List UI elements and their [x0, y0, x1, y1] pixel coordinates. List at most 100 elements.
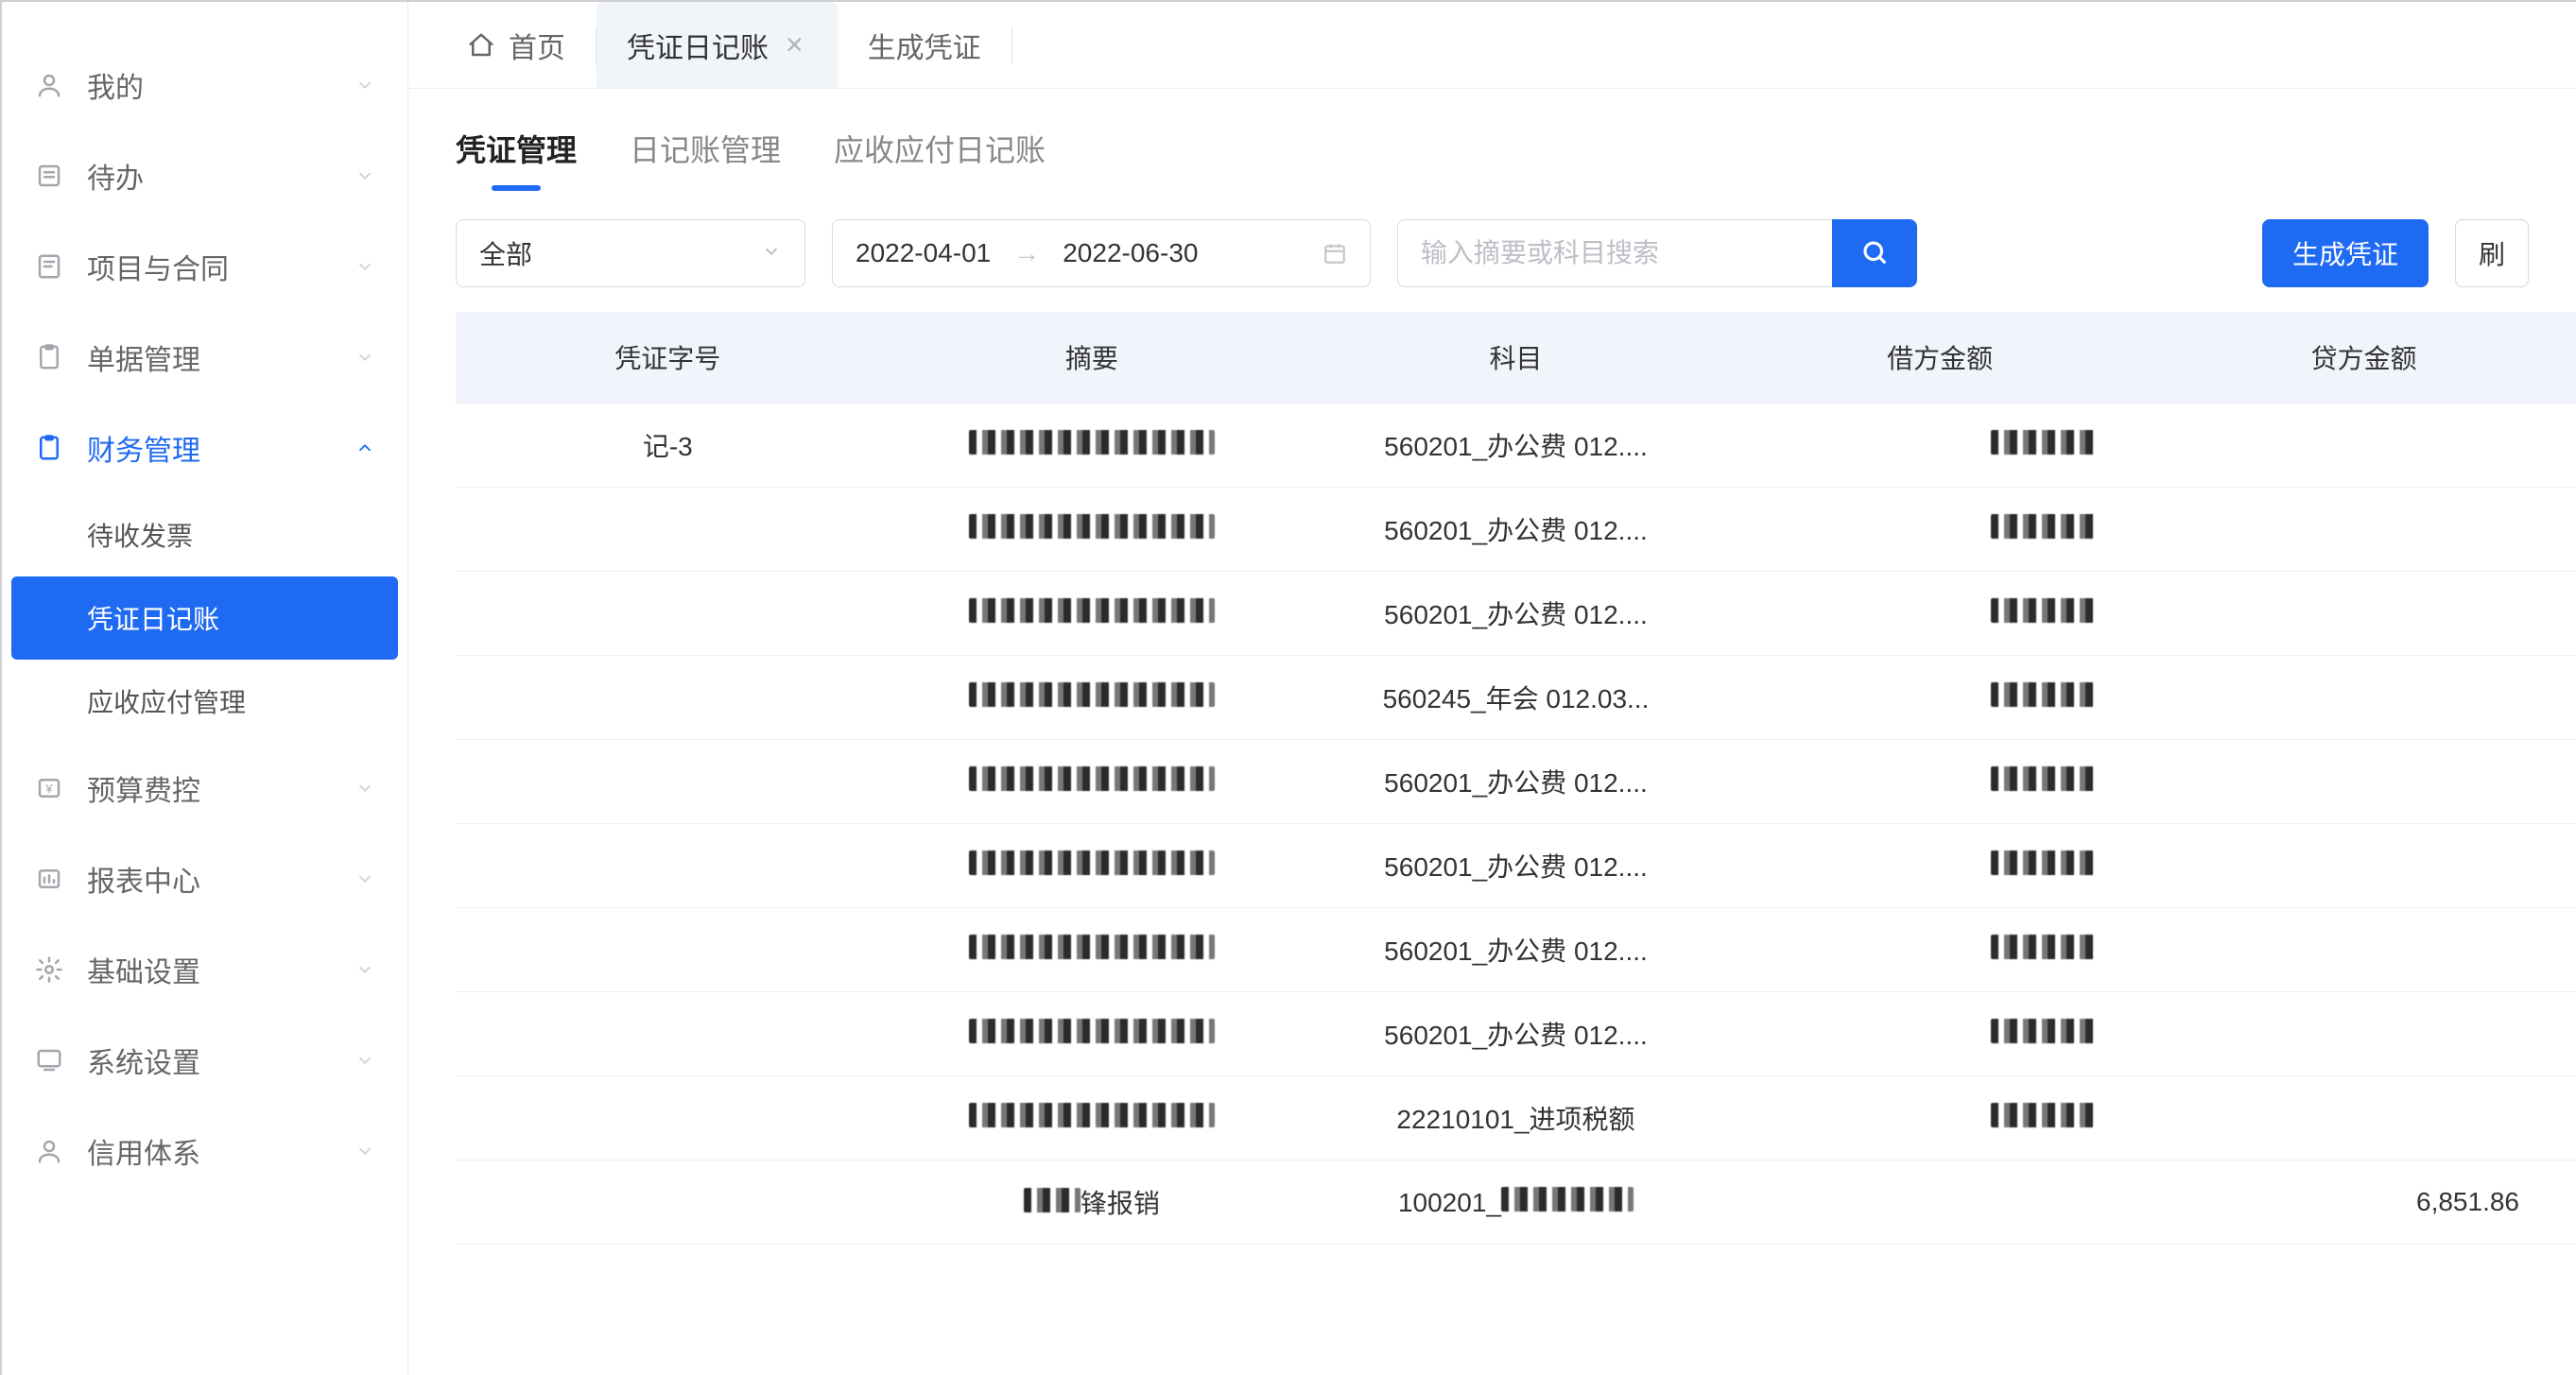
date-range-picker[interactable]: 2022-04-01 → 2022-06-30 [832, 219, 1371, 287]
sidebar-item-todo[interactable]: 待办 [2, 130, 407, 221]
sub-tab[interactable]: 应收应付日记账 [834, 123, 1046, 191]
cell-debit [1728, 656, 2152, 740]
sidebar-item-label: 基础设置 [87, 949, 354, 990]
date-from: 2022-04-01 [856, 238, 991, 268]
sidebar-item-credit[interactable]: 信用体系 [2, 1106, 407, 1196]
cell-voucher-no [456, 572, 880, 656]
cell-credit [2152, 404, 2576, 488]
svg-text:¥: ¥ [45, 782, 53, 796]
sidebar-item-bill[interactable]: 单据管理 [2, 312, 407, 403]
table-row[interactable]: 560201_办公费 012.... [456, 488, 2576, 572]
refresh-button[interactable]: 刷 [2455, 219, 2529, 287]
finance-icon [34, 433, 64, 463]
cell-debit [1728, 908, 2152, 992]
redacted-content [1501, 1187, 1634, 1212]
cell-subject: 560201_办公费 012.... [1304, 404, 1728, 488]
redacted-content [1991, 598, 2095, 623]
sidebar-item-label: 报表中心 [87, 858, 354, 900]
cell-voucher-no: 记-3 [456, 404, 880, 488]
chevron-down-icon [354, 1050, 375, 1071]
redacted-content [1991, 935, 2095, 959]
cell-credit [2152, 908, 2576, 992]
sidebar-item-system[interactable]: 系统设置 [2, 1015, 407, 1106]
project-icon [34, 251, 64, 282]
sidebar-subitem[interactable]: 待收发票 [2, 493, 407, 576]
sidebar: 我的待办项目与合同单据管理财务管理待收发票凭证日记账应收应付管理¥预算费控报表中… [2, 2, 408, 1375]
cell-voucher-no [456, 908, 880, 992]
chevron-down-icon [354, 868, 375, 889]
table-row[interactable]: 560201_办公费 012.... [456, 992, 2576, 1076]
sidebar-item-label: 系统设置 [87, 1040, 354, 1081]
cell-summary [880, 488, 1305, 572]
cell-credit [2152, 488, 2576, 572]
app-root: 我的待办项目与合同单据管理财务管理待收发票凭证日记账应收应付管理¥预算费控报表中… [0, 0, 2576, 1375]
cell-credit: 6,851.86 [2152, 1160, 2576, 1245]
redacted-content [1991, 766, 2095, 791]
cell-subject: 560201_办公费 012.... [1304, 488, 1728, 572]
sidebar-item-label: 待办 [87, 155, 354, 197]
top-tab[interactable]: 首页 [437, 2, 596, 88]
table-row[interactable]: 22210101_进项税额 [456, 1076, 2576, 1160]
sidebar-subitem[interactable]: 应收应付管理 [2, 660, 407, 743]
cell-credit [2152, 656, 2576, 740]
sidebar-item-finance[interactable]: 财务管理 [2, 403, 407, 493]
chevron-down-icon [761, 238, 782, 268]
sub-tab[interactable]: 凭证管理 [456, 123, 577, 191]
table-row[interactable]: 锋报销100201_6,851.86 [456, 1160, 2576, 1245]
table-row[interactable]: 560201_办公费 012.... [456, 824, 2576, 908]
close-icon[interactable]: × [782, 27, 807, 62]
top-tab[interactable]: 生成凭证 [838, 2, 1011, 88]
cell-summary: 锋报销 [880, 1160, 1305, 1245]
sidebar-item-basic[interactable]: 基础设置 [2, 924, 407, 1015]
table-row[interactable]: 560201_办公费 012.... [456, 740, 2576, 824]
basic-icon [34, 954, 64, 985]
cell-voucher-no [456, 992, 880, 1076]
filter-select[interactable]: 全部 [456, 219, 805, 287]
search-icon [1860, 238, 1889, 269]
table-container[interactable]: 凭证字号摘要科目借方金额贷方金额 记-3560201_办公费 012....56… [408, 312, 2576, 1375]
table-row[interactable]: 560201_办公费 012.... [456, 908, 2576, 992]
redacted-content [1991, 430, 2095, 455]
sub-tab[interactable]: 日记账管理 [630, 123, 781, 191]
bill-icon [34, 342, 64, 372]
search-button[interactable] [1832, 219, 1917, 287]
sidebar-item-budget[interactable]: ¥预算费控 [2, 743, 407, 834]
sidebar-subitem[interactable]: 凭证日记账 [11, 576, 398, 660]
cell-summary [880, 572, 1305, 656]
redacted-content [969, 598, 1215, 623]
date-to: 2022-06-30 [1063, 238, 1198, 268]
column-header-debit: 借方金额 [1728, 312, 2152, 404]
top-tab[interactable]: 凭证日记账× [596, 2, 838, 88]
home-icon [467, 31, 495, 60]
redacted-content [1991, 1019, 2095, 1043]
column-header-voucher_no: 凭证字号 [456, 312, 880, 404]
search-input[interactable] [1421, 238, 1809, 268]
cell-summary [880, 992, 1305, 1076]
chevron-down-icon [354, 959, 375, 980]
credit-icon [34, 1136, 64, 1166]
cell-summary [880, 908, 1305, 992]
cell-debit [1728, 488, 2152, 572]
sidebar-item-user[interactable]: 我的 [2, 40, 407, 130]
top-tabs: 首页凭证日记账×生成凭证 [408, 2, 2576, 89]
chevron-down-icon [354, 347, 375, 368]
sidebar-item-project[interactable]: 项目与合同 [2, 221, 407, 312]
cell-subject: 560245_年会 012.03... [1304, 656, 1728, 740]
redacted-content [969, 514, 1215, 539]
table-row[interactable]: 560201_办公费 012.... [456, 572, 2576, 656]
column-header-summary: 摘要 [880, 312, 1305, 404]
arrow-right-icon: → [1013, 238, 1040, 268]
redacted-content [969, 766, 1215, 791]
cell-subject: 560201_办公费 012.... [1304, 824, 1728, 908]
table-row[interactable]: 560245_年会 012.03... [456, 656, 2576, 740]
sidebar-item-report[interactable]: 报表中心 [2, 834, 407, 924]
redacted-content [969, 851, 1215, 875]
chevron-down-icon [354, 75, 375, 95]
table-row[interactable]: 记-3 560201_办公费 012.... [456, 404, 2576, 488]
sidebar-item-label: 信用体系 [87, 1130, 354, 1172]
sidebar-item-label: 财务管理 [87, 427, 354, 469]
generate-voucher-button[interactable]: 生成凭证 [2262, 219, 2429, 287]
sidebar-item-label: 单据管理 [87, 336, 354, 378]
chevron-down-icon [354, 165, 375, 186]
cell-summary [880, 1076, 1305, 1160]
